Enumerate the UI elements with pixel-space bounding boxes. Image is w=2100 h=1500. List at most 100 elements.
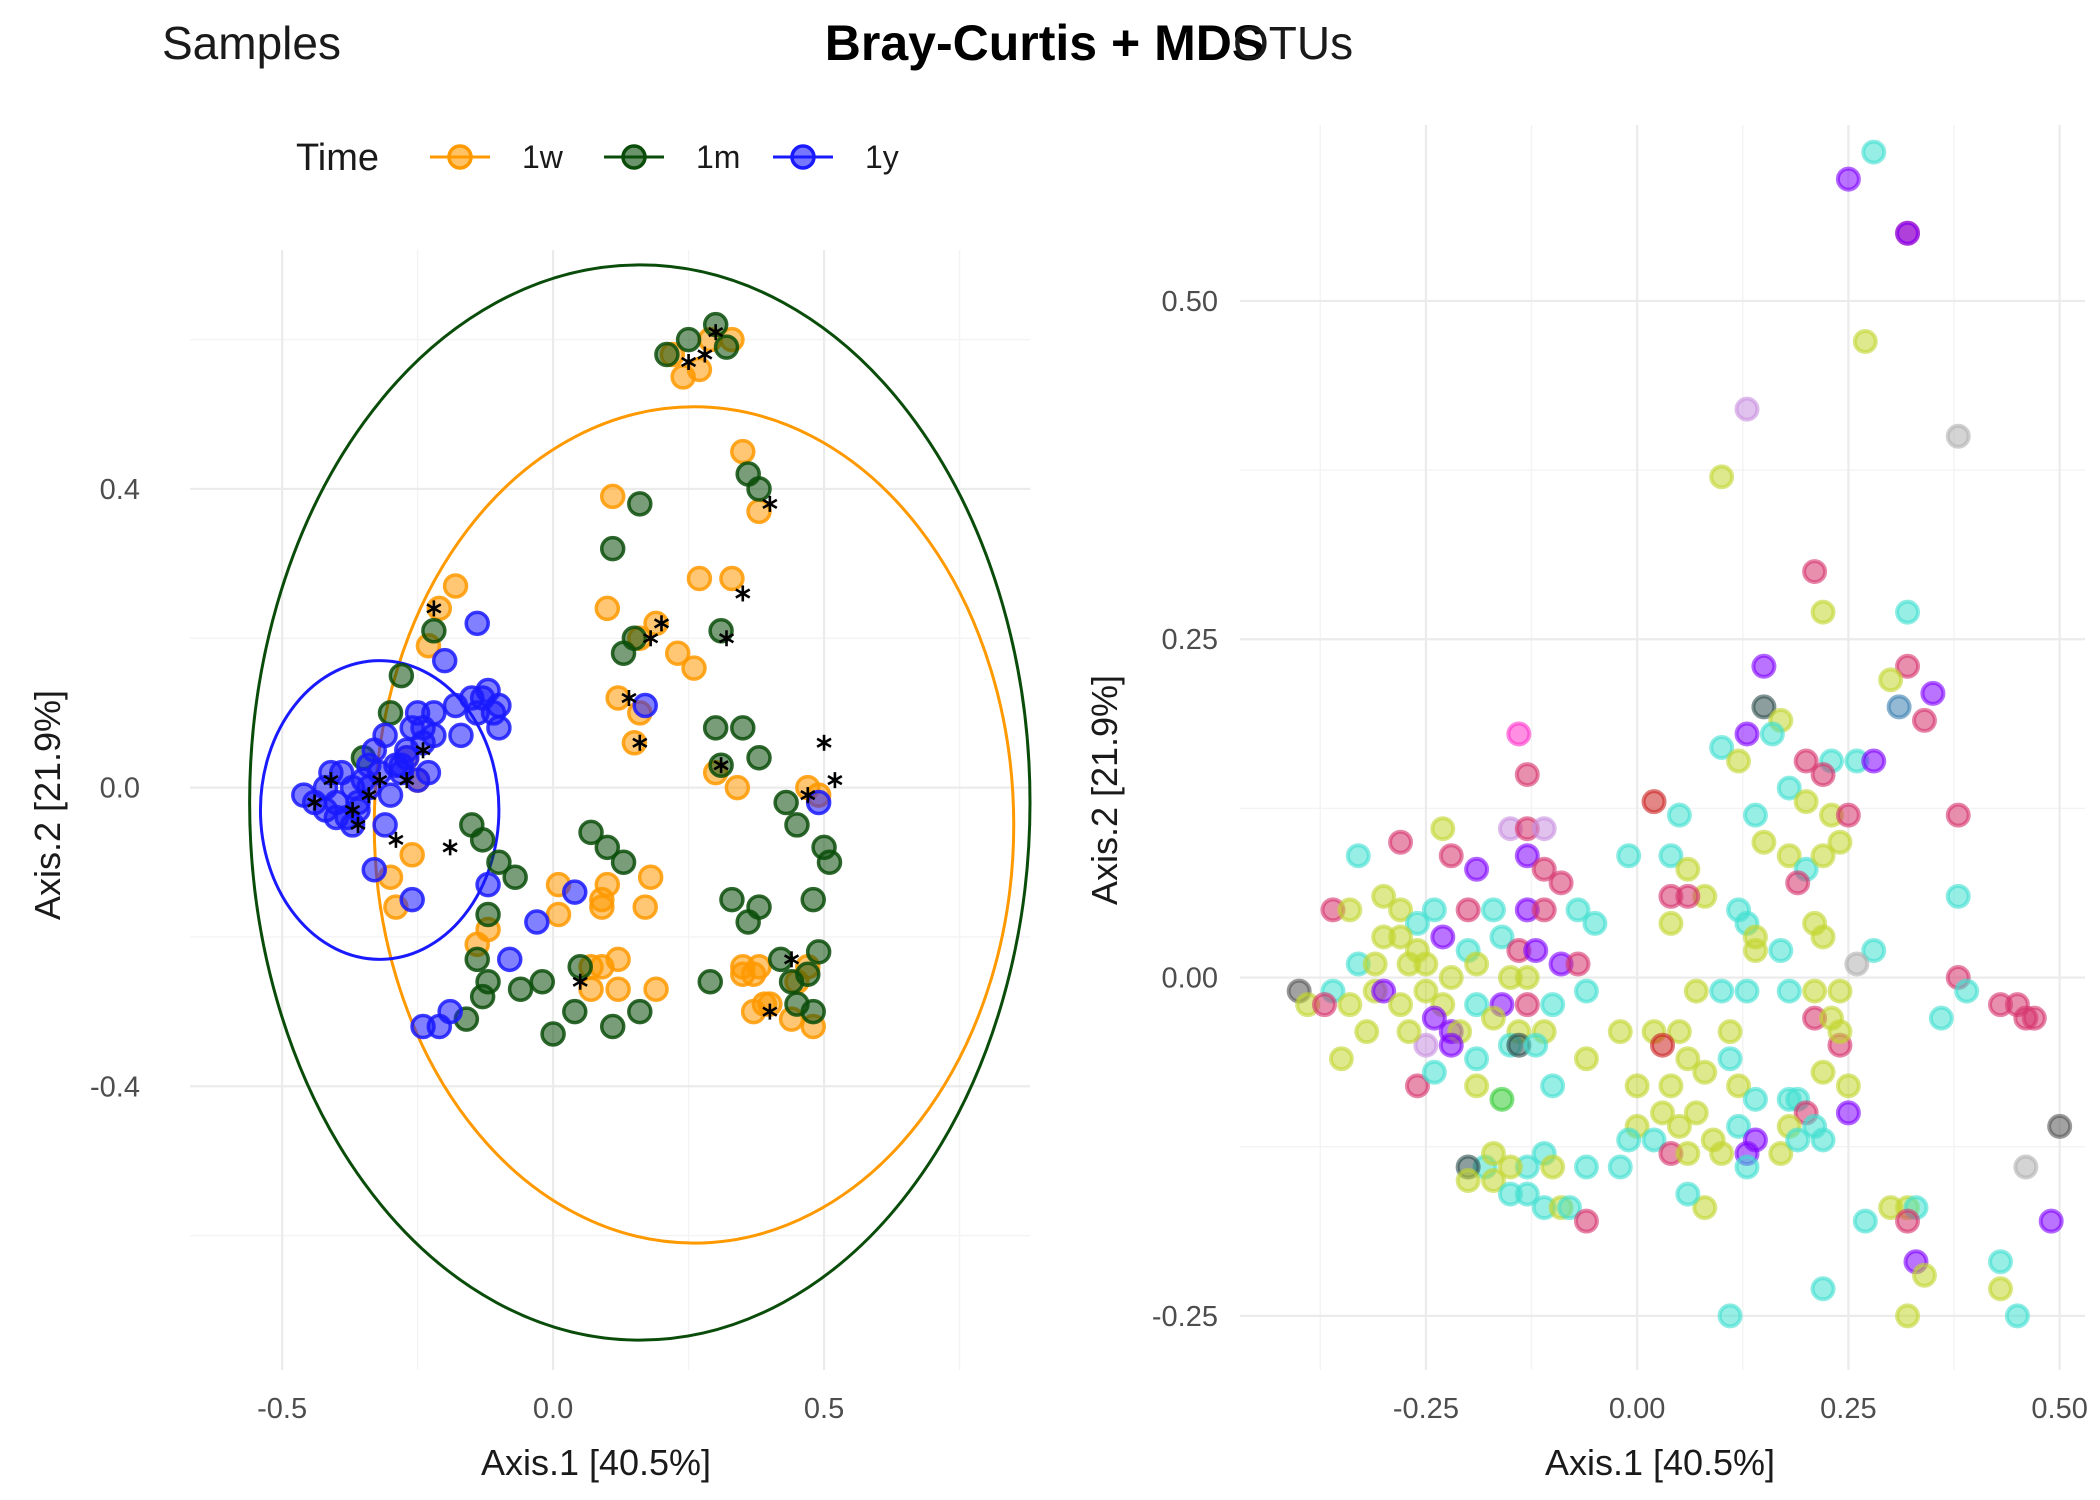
sample-point-1y (312, 797, 339, 823)
sample-point-1m (578, 819, 604, 846)
asterisk-marker (361, 787, 377, 804)
sample-point-1m (594, 834, 621, 861)
asterisk-marker (323, 772, 339, 789)
otu-point (1514, 965, 1540, 991)
otu-point (1337, 897, 1363, 923)
otu-point (1835, 1100, 1861, 1126)
asterisk-marker (442, 839, 458, 856)
otus-x-axis-label: Axis.1 [40.5%] (1545, 1442, 1775, 1483)
asterisk-marker (762, 1003, 778, 1020)
otu-point (1328, 1046, 1354, 1072)
otu-point (1388, 992, 1414, 1018)
otu-point (1523, 937, 1549, 963)
sample-point-1m (599, 1013, 626, 1040)
otu-point (1464, 951, 1490, 977)
legend-label: 1m (696, 139, 740, 175)
asterisk-marker (632, 734, 648, 751)
otu-point (1464, 992, 1490, 1018)
otu-point (1827, 978, 1853, 1004)
otu-point (1751, 829, 1777, 855)
samples-panel-title: Samples (162, 17, 341, 69)
sample-point-1m (464, 946, 490, 973)
otu-point (1388, 897, 1414, 923)
sample-point-1y (805, 789, 832, 816)
otu-point (1835, 166, 1861, 192)
legend-label: 1y (865, 139, 899, 175)
otu-point (1371, 883, 1397, 909)
otu-point (1514, 1181, 1540, 1207)
sample-point-1y (486, 715, 512, 741)
otu-point (1413, 978, 1439, 1004)
otu-point (1692, 1195, 1718, 1221)
otu-point (1945, 423, 1971, 449)
otu-point (1616, 1127, 1642, 1153)
otu-point (1607, 1019, 1633, 1045)
sample-point-1y (399, 886, 425, 913)
otu-point (1438, 1032, 1464, 1058)
otu-point (1641, 1127, 1667, 1153)
otu-point (1413, 1032, 1439, 1058)
otu-point (1776, 978, 1802, 1004)
otu-point (1312, 992, 1337, 1018)
otu-point (1852, 1208, 1878, 1234)
sample-point-1y (448, 722, 474, 749)
otu-point (1810, 1276, 1836, 1302)
y-tick-label: 0.0 (100, 773, 140, 805)
otu-point (1768, 937, 1794, 963)
otu-point (1895, 1303, 1921, 1329)
otu-point (1810, 762, 1836, 788)
otu-point (1776, 775, 1802, 801)
x-tick-label: -0.5 (257, 1393, 307, 1425)
otu-point (1759, 721, 1785, 747)
otu-point (1852, 329, 1878, 355)
sample-point-1y (372, 722, 398, 749)
sample-point-1w (632, 894, 658, 920)
sample-point-1y (632, 692, 658, 719)
x-tick-label: 0.25 (1820, 1393, 1876, 1425)
otu-point (1540, 992, 1566, 1018)
otu-point (1895, 1208, 1921, 1234)
otu-point (1810, 924, 1836, 950)
otu-point (1895, 220, 1921, 246)
otu-point (1388, 829, 1414, 855)
otu-point (1337, 992, 1363, 1018)
otu-point (1683, 1100, 1709, 1126)
otu-point (1396, 1019, 1422, 1045)
otu-point (1861, 748, 1887, 774)
otu-point (1388, 924, 1414, 950)
otu-point (1709, 978, 1735, 1004)
otu-point (1785, 870, 1811, 896)
otu-point (1514, 843, 1540, 869)
otu-point (2021, 1005, 2047, 1031)
confidence-ellipse-1y (258, 659, 501, 961)
otu-point (1988, 1249, 2013, 1275)
x-tick-label: 0.5 (804, 1393, 844, 1425)
otu-point (1430, 924, 1456, 950)
otus-panel: OTUs -0.25 0.00 0.25 0.50-0.250.000.250.50 … (1084, 17, 2088, 1483)
asterisk-marker (681, 354, 697, 370)
sample-point-1y (524, 909, 550, 935)
otu-point (1404, 910, 1430, 936)
asterisk-marker (697, 346, 713, 363)
sample-point-1m (486, 849, 512, 876)
asterisk-marker (718, 630, 735, 647)
sample-point-1y (496, 946, 523, 973)
otu-point (1658, 843, 1684, 869)
otu-point (1988, 1276, 2013, 1302)
sample-point-1y (437, 998, 463, 1025)
otu-point (1540, 1073, 1566, 1099)
otu-point (1582, 910, 1608, 936)
otu-point (1945, 802, 1971, 828)
x-tick-label: -0.25 (1393, 1393, 1459, 1425)
sample-point-1m (610, 640, 637, 666)
sample-point-1w (719, 565, 745, 592)
otu-point (1717, 1019, 1743, 1045)
sample-point-1m (746, 894, 772, 920)
otu-point (1675, 883, 1701, 909)
sample-point-1y (372, 812, 398, 838)
otu-point (1557, 1195, 1583, 1221)
otus-y-axis-label: Axis.2 [21.9%] (1084, 675, 1125, 905)
asterisk-marker (372, 772, 388, 789)
sample-point-1m (773, 789, 799, 816)
sample-point-1m (719, 886, 745, 913)
